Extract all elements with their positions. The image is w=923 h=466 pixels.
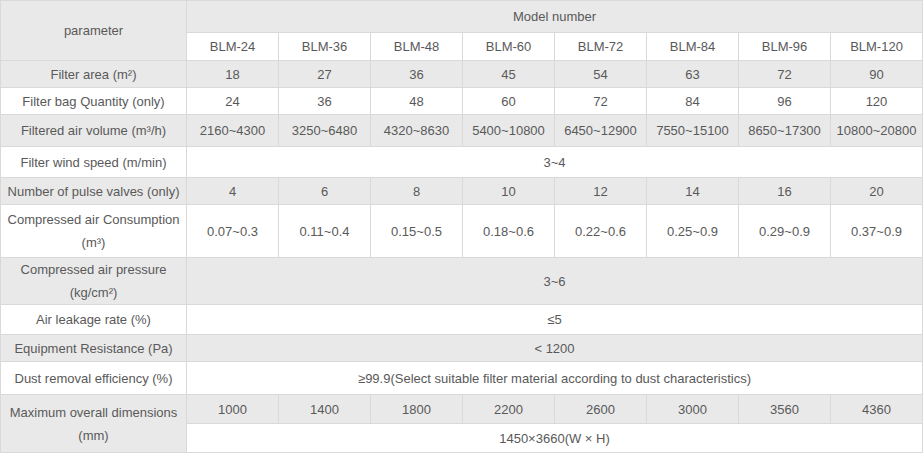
table-row: Compressed air pressure (kg/cm²) 3~6: [1, 258, 923, 305]
span-cell-compressed-air-pressure: 3~6: [187, 258, 923, 305]
table-cell: 2160~4300: [187, 115, 279, 147]
table-cell: 27: [279, 61, 371, 88]
model-header-blm-24: BLM-24: [187, 33, 279, 61]
label-line-2: (m³): [3, 231, 184, 254]
span-cell-air-leakage-rate: ≤5: [187, 305, 923, 335]
table-row: Filter area (m²) 18 27 36 45 54 63 72 90: [1, 61, 923, 88]
table-cell: 0.37~0.9: [831, 205, 923, 258]
table-cell: 6450~12900: [555, 115, 647, 147]
row-label-equipment-resistance: Equipment Resistance (Pa): [1, 335, 187, 362]
model-header-blm-48: BLM-48: [371, 33, 463, 61]
table-cell: 10: [463, 178, 555, 205]
span-cell-filter-wind-speed: 3~4: [187, 147, 923, 178]
table-cell: 5400~10800: [463, 115, 555, 147]
row-label-filtered-air-volume: Filtered air volume (m³/h): [1, 115, 187, 147]
table-cell: 45: [463, 61, 555, 88]
row-label-pulse-valves: Number of pulse valves (only): [1, 178, 187, 205]
table-row: Filter wind speed (m/min) 3~4: [1, 147, 923, 178]
table-row: Filter bag Quantity (only) 24 36 48 60 7…: [1, 88, 923, 115]
model-header-blm-60: BLM-60: [463, 33, 555, 61]
row-label-filter-area: Filter area (m²): [1, 61, 187, 88]
label-line-1: Maximum overall dimensions: [3, 401, 184, 424]
table-cell: 14: [647, 178, 739, 205]
table-cell: 0.07~0.3: [187, 205, 279, 258]
table-cell: 48: [371, 88, 463, 115]
table-cell: 0.29~0.9: [739, 205, 831, 258]
table-cell: 4320~8630: [371, 115, 463, 147]
table-cell: 4: [187, 178, 279, 205]
table-row: Dust removal efficiency (%) ≥99.9(Select…: [1, 362, 923, 395]
model-number-header-cell: Model number: [187, 1, 923, 33]
table-cell: 8: [371, 178, 463, 205]
table-cell: 1000: [187, 395, 279, 424]
label-line-1: Compressed air pressure: [3, 258, 184, 281]
table-cell: 84: [647, 88, 739, 115]
table-cell: 20: [831, 178, 923, 205]
label-line-2: (kg/cm²): [3, 281, 184, 304]
span-cell-dust-removal-efficiency: ≥99.9(Select suitable filter material ac…: [187, 362, 923, 395]
table-cell: 72: [555, 88, 647, 115]
table-cell: 6: [279, 178, 371, 205]
table-cell: 63: [647, 61, 739, 88]
table-cell: 24: [187, 88, 279, 115]
row-label-filter-bag-quantity: Filter bag Quantity (only): [1, 88, 187, 115]
table-cell: 3250~6480: [279, 115, 371, 147]
span-cell-overall-dimensions-wh: 1450×3660(W × H): [187, 424, 923, 453]
table-cell: 36: [279, 88, 371, 115]
table-cell: 0.11~0.4: [279, 205, 371, 258]
table-cell: 18: [187, 61, 279, 88]
table-row: Equipment Resistance (Pa) < 1200: [1, 335, 923, 362]
table-cell: 2600: [555, 395, 647, 424]
table-row: Number of pulse valves (only) 4 6 8 10 1…: [1, 178, 923, 205]
label-line-1: Compressed air Consumption: [3, 208, 184, 231]
row-label-compressed-air-pressure: Compressed air pressure (kg/cm²): [1, 258, 187, 305]
table-cell: 7550~15100: [647, 115, 739, 147]
model-header-blm-72: BLM-72: [555, 33, 647, 61]
table-cell: 60: [463, 88, 555, 115]
spec-table: parameter Model number BLM-24 BLM-36 BLM…: [0, 0, 923, 453]
table-row: Air leakage rate (%) ≤5: [1, 305, 923, 335]
table-cell: 120: [831, 88, 923, 115]
table-cell: 96: [739, 88, 831, 115]
row-label-compressed-air-consumption: Compressed air Consumption (m³): [1, 205, 187, 258]
table-cell: 72: [739, 61, 831, 88]
row-label-maximum-overall-dimensions: Maximum overall dimensions (mm): [1, 395, 187, 453]
model-header-blm-96: BLM-96: [739, 33, 831, 61]
table-cell: 8650~17300: [739, 115, 831, 147]
table-cell: 90: [831, 61, 923, 88]
table-cell: 1400: [279, 395, 371, 424]
label-line-2: (mm): [3, 424, 184, 447]
table-cell: 1800: [371, 395, 463, 424]
table-cell: 16: [739, 178, 831, 205]
table-cell: 3560: [739, 395, 831, 424]
table-header-row-1: parameter Model number: [1, 1, 923, 33]
table-cell: 0.25~0.9: [647, 205, 739, 258]
parameter-header-cell: parameter: [1, 1, 187, 61]
table-cell: 0.15~0.5: [371, 205, 463, 258]
table-cell: 3000: [647, 395, 739, 424]
table-cell: 10800~20800: [831, 115, 923, 147]
span-cell-equipment-resistance: < 1200: [187, 335, 923, 362]
model-header-blm-120: BLM-120: [831, 33, 923, 61]
table-row: Compressed air Consumption (m³) 0.07~0.3…: [1, 205, 923, 258]
table-cell: 54: [555, 61, 647, 88]
row-label-dust-removal-efficiency: Dust removal efficiency (%): [1, 362, 187, 395]
table-cell: 0.22~0.6: [555, 205, 647, 258]
row-label-filter-wind-speed: Filter wind speed (m/min): [1, 147, 187, 178]
row-label-air-leakage-rate: Air leakage rate (%): [1, 305, 187, 335]
table-cell: 36: [371, 61, 463, 88]
model-header-blm-36: BLM-36: [279, 33, 371, 61]
table-cell: 2200: [463, 395, 555, 424]
table-cell: 4360: [831, 395, 923, 424]
table-cell: 0.18~0.6: [463, 205, 555, 258]
table-row: Maximum overall dimensions (mm) 1000 140…: [1, 395, 923, 424]
table-cell: 12: [555, 178, 647, 205]
model-header-blm-84: BLM-84: [647, 33, 739, 61]
table-row: Filtered air volume (m³/h) 2160~4300 325…: [1, 115, 923, 147]
